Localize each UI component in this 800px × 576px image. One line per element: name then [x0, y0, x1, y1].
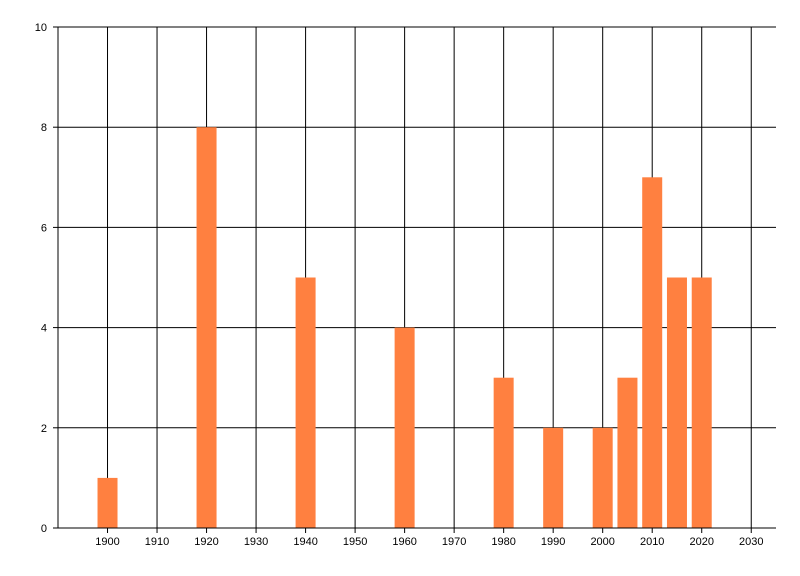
x-tick-label: 2010 — [640, 536, 664, 548]
y-tick-label: 8 — [41, 122, 47, 134]
y-tick-label: 0 — [41, 523, 47, 535]
bar — [666, 277, 687, 528]
bar — [617, 377, 638, 528]
y-tick-labels: 0 2 4 6 8 10 — [35, 22, 47, 535]
x-tick-label: 2030 — [739, 536, 763, 548]
bars — [97, 127, 712, 529]
x-tick-labels: 1900 1910 1920 1930 1940 1950 1960 1970 1980 1990… — [95, 536, 763, 548]
bar — [543, 427, 564, 528]
bar — [592, 427, 613, 528]
bar — [196, 127, 217, 528]
bar — [691, 277, 712, 528]
axes — [53, 26, 776, 533]
x-tick-label: 1980 — [491, 536, 515, 548]
y-tick-label: 10 — [35, 22, 47, 34]
x-tick-label: 1960 — [392, 536, 416, 548]
bar — [493, 377, 514, 528]
bar — [295, 277, 316, 528]
x-tick-label: 1970 — [442, 536, 466, 548]
x-tick-label: 1920 — [194, 536, 218, 548]
x-tick-label: 2020 — [689, 536, 713, 548]
bar — [97, 477, 118, 528]
x-tick-label: 1940 — [293, 536, 317, 548]
x-tick-label: 1910 — [145, 536, 169, 548]
bar — [394, 327, 415, 528]
x-tick-label: 2000 — [590, 536, 614, 548]
x-tick-label: 1990 — [541, 536, 565, 548]
y-tick-label: 4 — [41, 323, 47, 335]
x-tick-label: 1950 — [343, 536, 367, 548]
x-tick-label: 1900 — [95, 536, 119, 548]
x-tick-label: 1930 — [244, 536, 268, 548]
bar — [642, 177, 663, 529]
y-tick-label: 2 — [41, 423, 47, 435]
y-tick-label: 6 — [41, 222, 47, 234]
